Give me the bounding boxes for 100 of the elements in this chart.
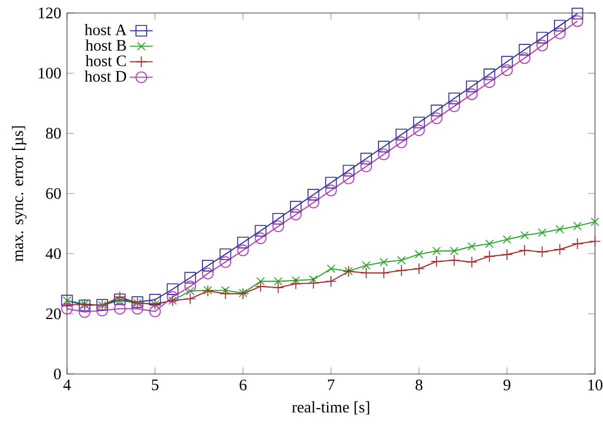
point [518,44,530,56]
point [308,188,320,200]
point [432,246,441,256]
point [556,225,564,234]
point [448,100,460,112]
point [325,276,337,288]
point [254,224,266,237]
point [536,246,548,258]
point [572,15,584,27]
legend-label: host A [84,24,127,36]
point [237,244,249,256]
point [396,264,408,276]
point [378,140,390,152]
point [518,52,530,64]
point [342,172,354,184]
point [484,250,496,262]
point [290,200,302,213]
point [114,294,126,306]
point [272,212,284,225]
point [536,40,548,52]
point [78,306,90,318]
point [290,208,302,220]
point [484,76,496,88]
point [308,196,320,208]
point [360,160,372,172]
point [448,254,460,266]
point [114,302,126,315]
point [360,152,372,164]
y-tick-label: 100 [38,68,61,79]
point [114,291,126,303]
y-tick-label: 120 [38,8,61,18]
point [220,256,232,268]
legend-label: host D [84,70,126,82]
point [290,278,302,290]
point [572,238,584,250]
point [536,32,548,44]
x-tick-label: 8 [416,380,422,390]
point [485,239,494,248]
point [378,148,390,160]
point [502,235,512,244]
point [413,116,425,128]
point [149,306,161,318]
point [274,277,282,286]
x-tick-label: 9 [504,380,510,390]
point [272,220,284,232]
point [132,302,144,315]
point [380,258,388,266]
point [554,28,566,40]
point [589,236,601,248]
point [430,112,442,124]
point [430,256,442,268]
point [448,92,460,104]
point [308,277,320,289]
point [326,264,336,273]
point [466,80,478,92]
x-axis-title: real-time [s] [292,401,370,415]
point [572,8,584,20]
x-tick-label: 5 [152,380,158,390]
point [342,164,354,176]
point [96,304,108,316]
y-tick-label: 0 [54,368,61,380]
point [501,56,513,68]
point [396,136,408,148]
point [186,286,194,296]
point [292,276,300,285]
point [414,250,424,258]
point [590,218,600,226]
point [413,124,425,136]
point [554,20,566,32]
y-tick-label: 80 [46,128,61,139]
point [166,291,178,303]
point [272,282,284,294]
x-tick-label: 10 [588,380,602,390]
point [573,222,582,230]
x-tick-label: 7 [328,380,335,390]
y-tick-label: 20 [46,308,61,320]
point [501,248,513,260]
point [202,260,214,272]
point [397,256,406,265]
point [325,184,337,196]
point [166,283,178,295]
legend-label: host B [86,40,126,51]
point [362,261,370,270]
point [149,294,161,306]
point [520,231,529,240]
point [256,277,265,286]
point [221,286,230,295]
point [538,228,546,237]
point [413,262,425,274]
point [61,302,73,315]
x-tick-label: 6 [240,380,247,390]
point [220,288,232,300]
point [430,104,442,116]
point [450,246,458,256]
point [501,64,513,76]
point [309,275,318,284]
x-tick-label: 4 [63,380,71,390]
point [184,292,196,305]
point [202,268,214,280]
point [184,272,196,284]
